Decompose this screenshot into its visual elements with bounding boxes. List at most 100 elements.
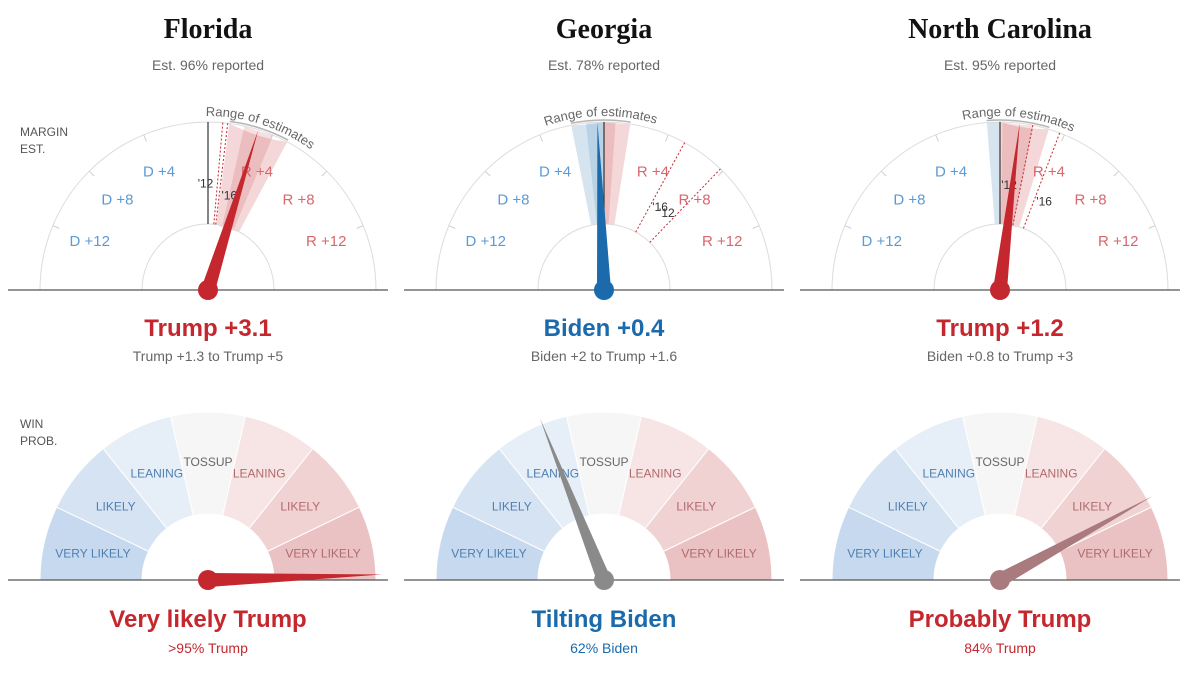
win-needle <box>539 418 611 583</box>
margin-range-label: Biden +2 to Trump +1.6 <box>530 348 678 364</box>
past-result-line <box>215 123 229 225</box>
win-zone-label: LIKELY <box>96 499 136 513</box>
gauge-tick <box>143 134 147 142</box>
win-needle <box>207 573 382 587</box>
reported-text: Est. 95% reported <box>943 57 1057 73</box>
win-probability-label: Probably Trump <box>908 606 1092 633</box>
range-band-rep <box>604 122 631 225</box>
past-result-line <box>1022 132 1061 229</box>
gauge-tick <box>1061 134 1065 142</box>
win-zone-label: VERY LIKELY <box>1077 547 1152 561</box>
margin-tick-label: R +8 <box>1074 191 1106 208</box>
past-result-line <box>1012 125 1034 226</box>
win-zone-label: LEANING <box>233 467 286 481</box>
gauge-tick <box>665 134 669 142</box>
needle-hub <box>198 570 218 590</box>
past-result-label: '12 <box>198 176 214 190</box>
margin-tick-label: R +12 <box>306 233 346 250</box>
gauge-inner-arc <box>933 223 1067 291</box>
margin-tick-label: D +4 <box>143 164 175 181</box>
gauge-tick <box>88 170 95 177</box>
win-zone-label: LIKELY <box>492 499 532 513</box>
win-zone-label: TOSSUP <box>975 455 1024 469</box>
margin-tick-label: R +4 <box>1033 164 1065 181</box>
range-bracket <box>986 119 1050 129</box>
past-result-line <box>649 168 721 243</box>
margin-tick-label: D +12 <box>70 233 110 250</box>
gauge-tick <box>539 134 543 142</box>
win-zone-label: LIKELY <box>888 499 928 513</box>
win-probability-label: Tilting Biden <box>531 606 677 633</box>
margin-tick-label: D +8 <box>101 191 133 208</box>
state-name: Florida <box>163 14 253 45</box>
margin-est-label: MARGIN EST. <box>20 125 68 156</box>
reported-text: Est. 78% reported <box>547 57 661 73</box>
win-zone-label: LIKELY <box>280 499 320 513</box>
win-probability-sub: >95% Trump <box>168 640 248 656</box>
gauge-tick <box>269 134 273 142</box>
past-result-label: '12 <box>659 206 675 220</box>
gauge-tick <box>321 170 328 177</box>
state-panel-florida: Florida Est. 96% reported D +12 D +8 D +4 R… <box>8 0 408 682</box>
win-zone-label: LIKELY <box>676 499 716 513</box>
win-zone-label: VERY LIKELY <box>681 547 756 561</box>
win-zone-label: LEANING <box>526 467 579 481</box>
margin-estimate-label: Biden +0.4 <box>543 315 665 342</box>
gauge-tick <box>1113 170 1120 177</box>
needle-hub <box>990 570 1010 590</box>
win-zone-label: VERY LIKELY <box>55 547 130 561</box>
margin-estimate-label: Trump +3.1 <box>144 315 272 342</box>
gauge-tick <box>484 170 491 177</box>
range-band-dem <box>986 122 1000 225</box>
past-result-label: '16 <box>1036 194 1052 208</box>
margin-tick-label: R +12 <box>702 233 742 250</box>
reported-text: Est. 96% reported <box>151 57 265 73</box>
state-name: Georgia <box>555 14 653 45</box>
margin-tick-label: R +8 <box>678 191 710 208</box>
state-name: North Carolina <box>908 14 1092 45</box>
gauge-tick <box>935 134 939 142</box>
margin-tick-label: R +12 <box>1098 233 1138 250</box>
win-probability-sub: 62% Biden <box>570 640 638 656</box>
margin-tick-label: D +8 <box>893 191 925 208</box>
past-result-line <box>213 122 224 225</box>
margin-tick-label: D +4 <box>935 164 967 181</box>
range-band-dem <box>571 122 604 226</box>
margin-needle <box>993 123 1020 291</box>
margin-tick-label: D +8 <box>497 191 529 208</box>
win-zone-label: VERY LIKELY <box>451 547 526 561</box>
win-zone-label: TOSSUP <box>579 455 628 469</box>
gauge-tick <box>844 225 852 229</box>
past-result-line <box>635 142 686 233</box>
win-zone-label: LEANING <box>629 467 682 481</box>
win-zone-label: VERY LIKELY <box>285 547 360 561</box>
needle-hub <box>594 570 614 590</box>
win-prob-label: WIN PROB. <box>20 417 58 448</box>
margin-tick-label: R +4 <box>637 164 669 181</box>
win-needle <box>996 496 1153 587</box>
win-probability-sub: 84% Trump <box>964 640 1036 656</box>
past-result-label: '16 <box>652 200 668 214</box>
needle-hub <box>990 280 1010 300</box>
gauge-tick <box>448 225 456 229</box>
win-zone-label: LEANING <box>130 467 183 481</box>
win-zone-label: VERY LIKELY <box>847 547 922 561</box>
gauge-tick <box>717 170 724 177</box>
margin-range-label: Trump +1.3 to Trump +5 <box>132 348 284 364</box>
range-bracket <box>570 119 631 125</box>
margin-tick-label: R +8 <box>282 191 314 208</box>
gauge-inner-arc <box>141 223 275 291</box>
win-probability-label: Very likely Trump <box>109 606 307 633</box>
margin-tick-label: D +4 <box>539 164 571 181</box>
margin-tick-label: D +12 <box>466 233 506 250</box>
margin-tick-label: R +4 <box>241 164 273 181</box>
